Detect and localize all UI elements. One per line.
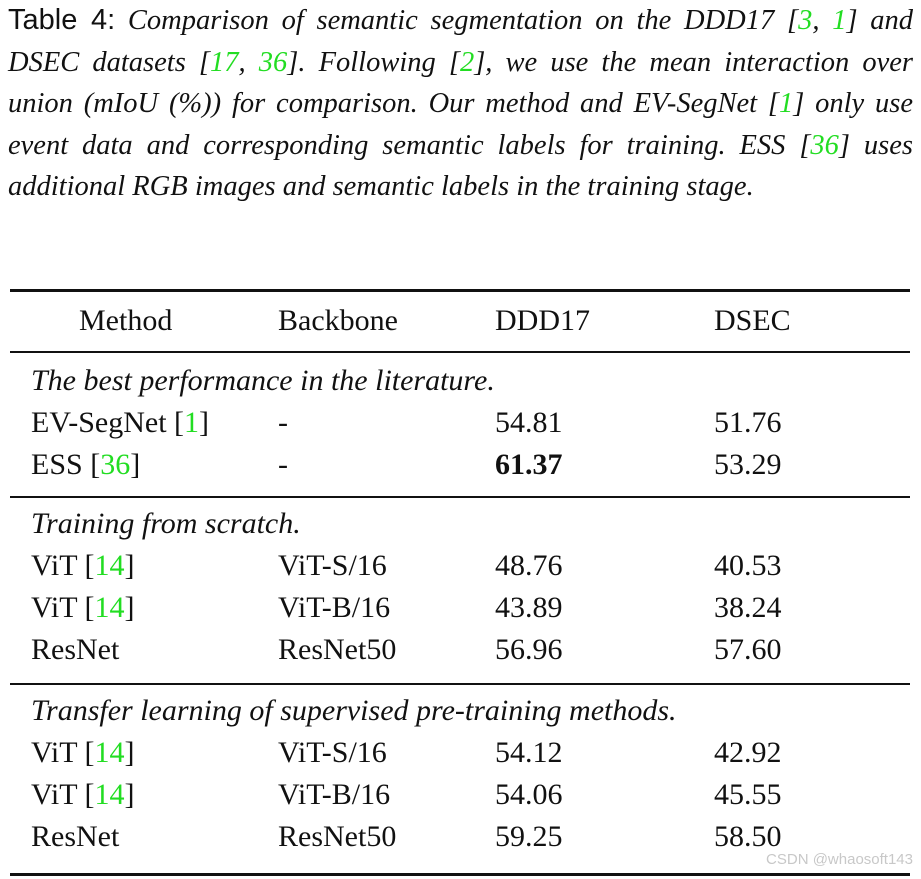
section-title: Transfer learning of supervised pre-trai… [31,694,677,727]
citation-ref[interactable]: 36 [810,129,839,161]
ddd17-cell: 54.12 [495,736,563,769]
method-cell: ViT [14] [31,549,135,582]
method-name: ESS [31,448,83,481]
backbone-cell: ViT-B/16 [278,778,391,811]
dsec-cell: 45.55 [714,778,782,811]
citation-ref[interactable]: 14 [94,736,125,769]
ddd17-cell: 48.76 [495,549,563,582]
backbone-cell: - [278,406,288,439]
ddd17-cell: 54.06 [495,778,563,811]
section-title: Training from scratch. [31,507,301,540]
method-cell: EV-SegNet [1] [31,406,210,439]
watermark: CSDN @whaosoft143 [766,851,913,868]
dsec-cell: 42.92 [714,736,782,769]
backbone-cell: ViT-S/16 [278,549,387,582]
table-bottom-rule [10,873,910,876]
citation-ref[interactable]: 1 [832,5,847,36]
header-method: Method [79,304,173,337]
backbone-cell: ResNet50 [278,820,397,853]
backbone-cell: ResNet50 [278,633,397,666]
dsec-cell: 57.60 [714,633,782,666]
header-rule [10,351,910,353]
backbone-cell: ViT-S/16 [278,736,387,769]
citation-ref[interactable]: 3 [798,5,813,36]
section-title: The best performance in the literature. [31,364,495,397]
ddd17-cell: 59.25 [495,820,563,853]
citation-ref[interactable]: 1 [184,406,200,439]
method-name: ViT [31,591,77,624]
citation-ref[interactable]: 17 [210,46,239,78]
dsec-cell: 51.76 [714,406,782,439]
citation-ref[interactable]: 36 [258,46,288,78]
dsec-cell: 58.50 [714,820,782,853]
backbone-cell: - [278,448,288,481]
citation-ref[interactable]: 2 [459,46,475,78]
dsec-cell: 40.53 [714,549,782,582]
method-name: EV-SegNet [31,406,167,439]
ddd17-cell: 43.89 [495,591,563,624]
header-dsec: DSEC [714,304,791,337]
citation-ref[interactable]: 36 [100,448,131,481]
ddd17-cell: 56.96 [495,633,563,666]
dsec-cell: 53.29 [714,448,782,481]
method-cell: ResNet [31,633,119,667]
method-name: ResNet [31,820,120,853]
dsec-cell: 38.24 [714,591,782,624]
caption-label: Table 4: [8,4,116,36]
backbone-cell: ViT-B/16 [278,591,391,624]
method-cell: ViT [14] [31,736,135,769]
citation-ref[interactable]: 1 [778,88,794,119]
method-cell: ViT [14] [31,778,135,811]
section-rule [10,683,910,685]
method-cell: ESS [36] [31,448,141,481]
method-name: ViT [31,549,77,582]
citation-ref[interactable]: 14 [94,778,125,811]
citation-ref[interactable]: 14 [94,549,125,582]
ddd17-cell: 61.37 [495,448,563,481]
table-caption: Table 4: Comparison of semantic segmenta… [8,0,913,208]
method-name: ViT [31,736,77,769]
table-top-rule [10,289,910,292]
method-name: ViT [31,778,77,811]
citation-ref[interactable]: 14 [94,591,125,624]
caption-text: Comparison of semantic segmentation on t… [8,5,914,202]
method-cell: ResNet [31,820,119,854]
ddd17-cell: 54.81 [495,406,563,439]
header-backbone: Backbone [278,304,398,337]
method-name: ResNet [31,633,120,666]
section-rule [10,496,910,498]
header-ddd17: DDD17 [495,304,590,337]
method-cell: ViT [14] [31,591,135,624]
